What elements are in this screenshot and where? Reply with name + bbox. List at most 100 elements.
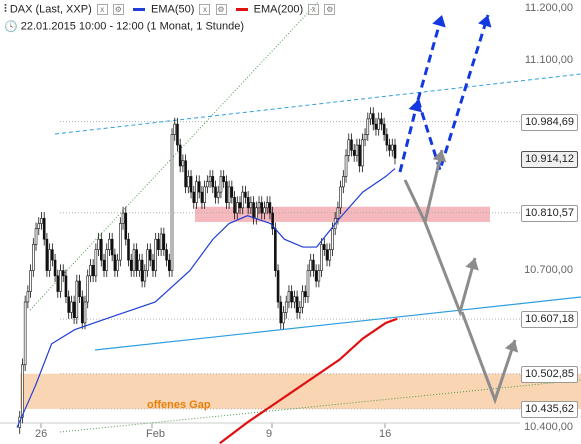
timeframe-row: 🕓 22.01.2015 10:00 - 12:00 (1 Monat, 1 S… bbox=[4, 20, 244, 34]
candle-body bbox=[276, 270, 280, 303]
y-tick-label: 11.100,00 bbox=[524, 54, 573, 67]
candle-body bbox=[211, 176, 215, 188]
candle-body bbox=[361, 139, 364, 167]
candle-body bbox=[295, 296, 299, 313]
candle-body bbox=[385, 134, 389, 146]
ema50-settings-icon[interactable]: ⚙ bbox=[215, 4, 227, 15]
green-dotted-trend-2 bbox=[59, 379, 581, 433]
candle-body bbox=[374, 123, 378, 130]
candle-body bbox=[347, 139, 351, 156]
price-level-label: 10.810,57 bbox=[521, 204, 578, 222]
candle-body bbox=[51, 249, 54, 261]
candle-body bbox=[235, 202, 239, 214]
candle-body bbox=[257, 202, 261, 209]
gray-arrow-3-head bbox=[504, 340, 519, 353]
timeframe-label: 22.01.2015 10:00 - 12:00 (1 Monat, 1 Stu… bbox=[20, 20, 244, 33]
candle-body bbox=[344, 155, 348, 177]
candle-body bbox=[192, 191, 196, 203]
chart-legend: ⫶ DAX (Last, XXP) x ⚙ EMA(50) x ⚙ EMA(20… bbox=[4, 3, 336, 16]
candle-body bbox=[339, 186, 342, 209]
candle-body bbox=[148, 249, 152, 261]
candle-body bbox=[325, 249, 329, 261]
candle-body bbox=[32, 244, 35, 271]
candle-body bbox=[37, 223, 41, 230]
candle-body bbox=[390, 144, 394, 151]
candle-body bbox=[293, 296, 296, 303]
y-tick-label: 11.200,00 bbox=[524, 2, 573, 14]
candle-body bbox=[140, 259, 144, 282]
candle-body bbox=[363, 134, 367, 141]
ema200-close-icon[interactable]: x bbox=[308, 4, 320, 15]
candle-body bbox=[119, 223, 122, 261]
candle-body bbox=[113, 254, 117, 271]
green-dotted-trend-1 bbox=[29, 1, 319, 311]
candle-body bbox=[331, 228, 334, 250]
close-icon[interactable]: x bbox=[96, 4, 108, 15]
chart-type-icon: ⫶ bbox=[4, 3, 7, 15]
instrument-label: DAX (Last, XXP) bbox=[9, 3, 92, 16]
candle-body bbox=[320, 244, 323, 271]
candle-body bbox=[366, 118, 370, 135]
candle-body bbox=[170, 134, 174, 271]
ema50-close-icon[interactable]: x bbox=[199, 4, 211, 15]
candle-body bbox=[53, 259, 57, 277]
candle-body bbox=[312, 259, 315, 271]
candle-body bbox=[83, 301, 87, 324]
candle-body bbox=[282, 312, 285, 324]
candle-body bbox=[159, 233, 163, 250]
price-level-label: 10.607,18 bbox=[521, 311, 578, 329]
candle-body bbox=[45, 238, 49, 271]
candle-body bbox=[94, 249, 98, 277]
candle-body bbox=[42, 217, 46, 240]
candle-body bbox=[34, 228, 38, 245]
candle-body bbox=[263, 207, 266, 214]
candle-body bbox=[290, 291, 293, 303]
y-tick-label: 10.700,00 bbox=[524, 263, 573, 276]
candle-body bbox=[116, 259, 119, 271]
candle-body bbox=[328, 249, 332, 261]
gray-arrow-2-head bbox=[465, 258, 479, 271]
blue-arrow-up-3-path bbox=[416, 14, 444, 101]
candle-body bbox=[380, 118, 383, 125]
candle-body bbox=[26, 291, 30, 303]
candle-body bbox=[393, 144, 397, 159]
candle-body bbox=[132, 249, 136, 271]
candle-body bbox=[382, 123, 386, 135]
candle-body bbox=[97, 238, 100, 250]
clock-icon: 🕓 bbox=[4, 21, 18, 33]
ema200-swatch bbox=[235, 8, 248, 11]
gray-arrow-1-head bbox=[432, 150, 447, 163]
x-tick-label: 9 bbox=[266, 428, 273, 440]
candle-body bbox=[303, 291, 307, 298]
blue-arrow-up-1-path bbox=[398, 99, 420, 173]
blue-arrow-up-2-head bbox=[478, 15, 492, 28]
settings-icon[interactable]: ⚙ bbox=[112, 4, 124, 15]
candle-body bbox=[336, 207, 340, 219]
candle-body bbox=[129, 259, 133, 271]
candle-body bbox=[143, 270, 147, 282]
candle-body bbox=[252, 202, 255, 219]
candle-body bbox=[154, 238, 157, 271]
candle-body bbox=[162, 233, 166, 250]
candle-body bbox=[23, 301, 27, 366]
candle-body bbox=[214, 186, 217, 198]
ema50-line bbox=[16, 168, 396, 428]
candle-body bbox=[279, 301, 283, 324]
candle-body bbox=[369, 113, 372, 120]
candle-body bbox=[241, 191, 245, 209]
candle-body bbox=[86, 275, 90, 303]
candle-body bbox=[173, 123, 177, 135]
candle-body bbox=[124, 212, 128, 240]
candle-body bbox=[246, 197, 250, 209]
candle-body bbox=[274, 228, 277, 271]
candle-body bbox=[342, 176, 345, 188]
candle-body bbox=[59, 270, 62, 292]
candle-body bbox=[233, 197, 236, 214]
ema200-settings-icon[interactable]: ⚙ bbox=[324, 4, 336, 15]
candle-body bbox=[105, 249, 109, 271]
candle-body bbox=[197, 181, 201, 193]
candle-body bbox=[181, 160, 185, 167]
candle-body bbox=[284, 301, 288, 313]
candle-body bbox=[165, 249, 168, 261]
